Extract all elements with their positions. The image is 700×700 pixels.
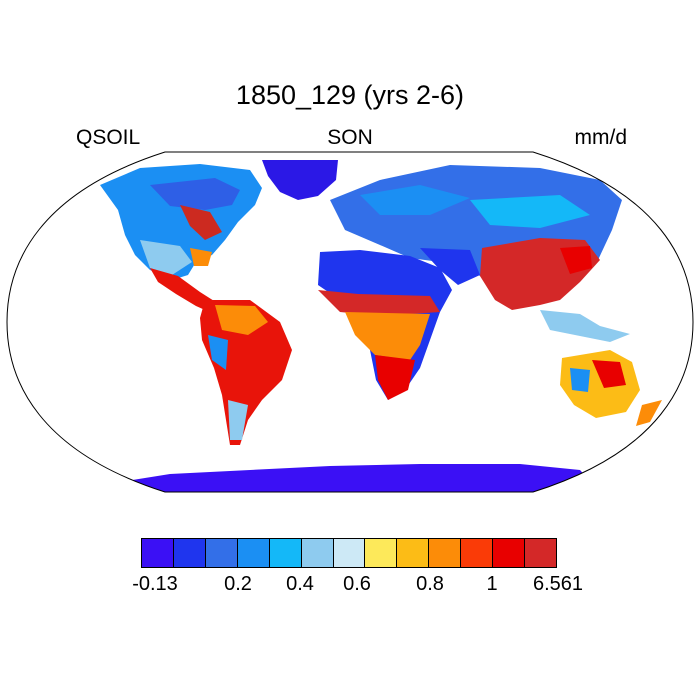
colorbar-swatch <box>525 539 556 567</box>
globe-outline <box>6 151 694 493</box>
colorbar-swatch <box>333 539 366 567</box>
units-label: mm/d <box>574 126 628 149</box>
colorbar-tick-label: 0.8 <box>416 573 444 595</box>
colorbar-swatch <box>461 539 494 567</box>
colorbar-tick-label: 1 <box>486 573 498 595</box>
colorbar-tick-label: 0.4 <box>286 573 314 595</box>
central-america-region <box>150 268 222 314</box>
colorbar-swatch <box>173 539 206 567</box>
greenland-region <box>262 160 338 200</box>
map-title: 1850_129 (yrs 2-6) <box>235 80 465 110</box>
colorbar-swatch <box>205 539 238 567</box>
colorbar-tick-label: 6.561 <box>532 573 584 595</box>
variable-label: QSOIL <box>76 126 141 149</box>
colorbar-swatch <box>365 539 398 567</box>
colorbar-swatch <box>429 539 462 567</box>
colorbar <box>141 538 557 568</box>
colorbar-tick-label: 0.2 <box>224 573 252 595</box>
colorbar-swatch <box>493 539 526 567</box>
season-label: SON <box>327 126 373 149</box>
colorbar-swatch <box>237 539 270 567</box>
antarctica-region <box>120 464 600 492</box>
colorbar-swatch <box>301 539 334 567</box>
colorbar-swatch <box>269 539 302 567</box>
colorbar-tick-label: 0.6 <box>343 573 371 595</box>
colorbar-swatch <box>397 539 430 567</box>
south-america-region <box>200 300 292 445</box>
colorbar-swatch <box>142 539 174 567</box>
colorbar-tick-label: -0.13 <box>132 573 178 595</box>
